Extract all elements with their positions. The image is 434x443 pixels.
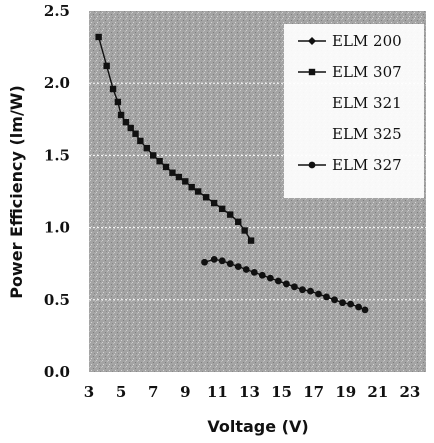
y-tick-label: 1.5 (44, 146, 70, 164)
x-tick-label: 21 (367, 383, 388, 401)
x-tick-label: 13 (239, 383, 260, 401)
data-point (117, 111, 125, 119)
data-point (218, 257, 226, 265)
series-layer (95, 33, 369, 314)
data-point (361, 306, 369, 314)
data-point (143, 144, 150, 152)
x-axis: 3 5 7 9 11 13 15 17 19 21 23 (84, 383, 421, 401)
x-axis-title: Voltage (V) (207, 417, 308, 436)
data-point (339, 299, 346, 307)
data-point (331, 296, 338, 304)
legend-marker (308, 37, 316, 45)
data-point (114, 98, 122, 106)
legend-label: ELM 327 (332, 156, 402, 174)
data-point (109, 85, 117, 93)
legend-marker (308, 161, 316, 169)
data-point (218, 205, 226, 213)
data-point (103, 62, 110, 70)
data-point (242, 266, 250, 273)
data-point (156, 157, 163, 165)
data-point (299, 286, 306, 294)
data-point (188, 183, 195, 191)
y-tick-label: 1.0 (44, 219, 70, 237)
x-tick-label: 15 (271, 383, 292, 401)
legend-marker (308, 68, 316, 76)
data-point (241, 227, 248, 234)
x-tick-label: 5 (116, 383, 126, 401)
data-point (282, 280, 290, 288)
data-point (274, 277, 282, 285)
data-point (227, 211, 234, 218)
x-tick-label: 9 (180, 383, 190, 401)
legend-label: ELM 325 (332, 125, 402, 143)
data-point (247, 237, 255, 244)
data-point (194, 188, 202, 195)
data-point (162, 163, 170, 171)
data-point (347, 300, 354, 308)
data-point (95, 33, 102, 41)
data-point (210, 199, 218, 207)
data-point (210, 255, 218, 263)
x-tick-label: 17 (303, 383, 324, 401)
data-point (137, 137, 144, 145)
data-point (202, 194, 210, 201)
y-axis-title: Power Efficiency (lm/W) (7, 85, 26, 299)
data-point (258, 271, 266, 279)
data-point (323, 293, 330, 301)
x-tick-label: 3 (84, 383, 94, 401)
legend-label: ELM 200 (332, 32, 402, 50)
data-point (235, 218, 242, 226)
x-tick-label: 23 (400, 383, 421, 401)
x-tick-label: 7 (148, 383, 158, 401)
data-point (169, 169, 176, 176)
y-tick-label: 2.5 (44, 2, 70, 20)
legend-box (284, 24, 424, 198)
legend: ELM 200 ELM 307 ELM 321 ELM 325 ELM 327 (298, 32, 402, 174)
y-tick-label: 0.0 (44, 363, 70, 381)
y-axis: 0.0 0.5 1.0 1.5 2.0 2.5 (44, 2, 70, 381)
y-tick-label: 0.5 (44, 291, 70, 309)
data-point (266, 274, 274, 282)
data-point (132, 130, 139, 137)
legend-label: ELM 321 (332, 94, 402, 112)
data-point (122, 118, 130, 126)
data-point (291, 283, 298, 291)
data-point (250, 268, 258, 276)
y-tick-label: 2.0 (44, 74, 70, 92)
data-point (355, 303, 362, 311)
data-point (234, 263, 242, 270)
data-point (182, 178, 189, 185)
data-point (201, 258, 208, 266)
legend-label: ELM 307 (332, 63, 402, 81)
data-point (175, 173, 183, 181)
x-tick-label: 11 (207, 383, 228, 401)
data-point (315, 290, 322, 298)
data-point (149, 152, 157, 159)
data-point (226, 260, 234, 268)
data-point (307, 287, 314, 295)
x-tick-label: 19 (335, 383, 356, 401)
data-point (127, 124, 134, 132)
